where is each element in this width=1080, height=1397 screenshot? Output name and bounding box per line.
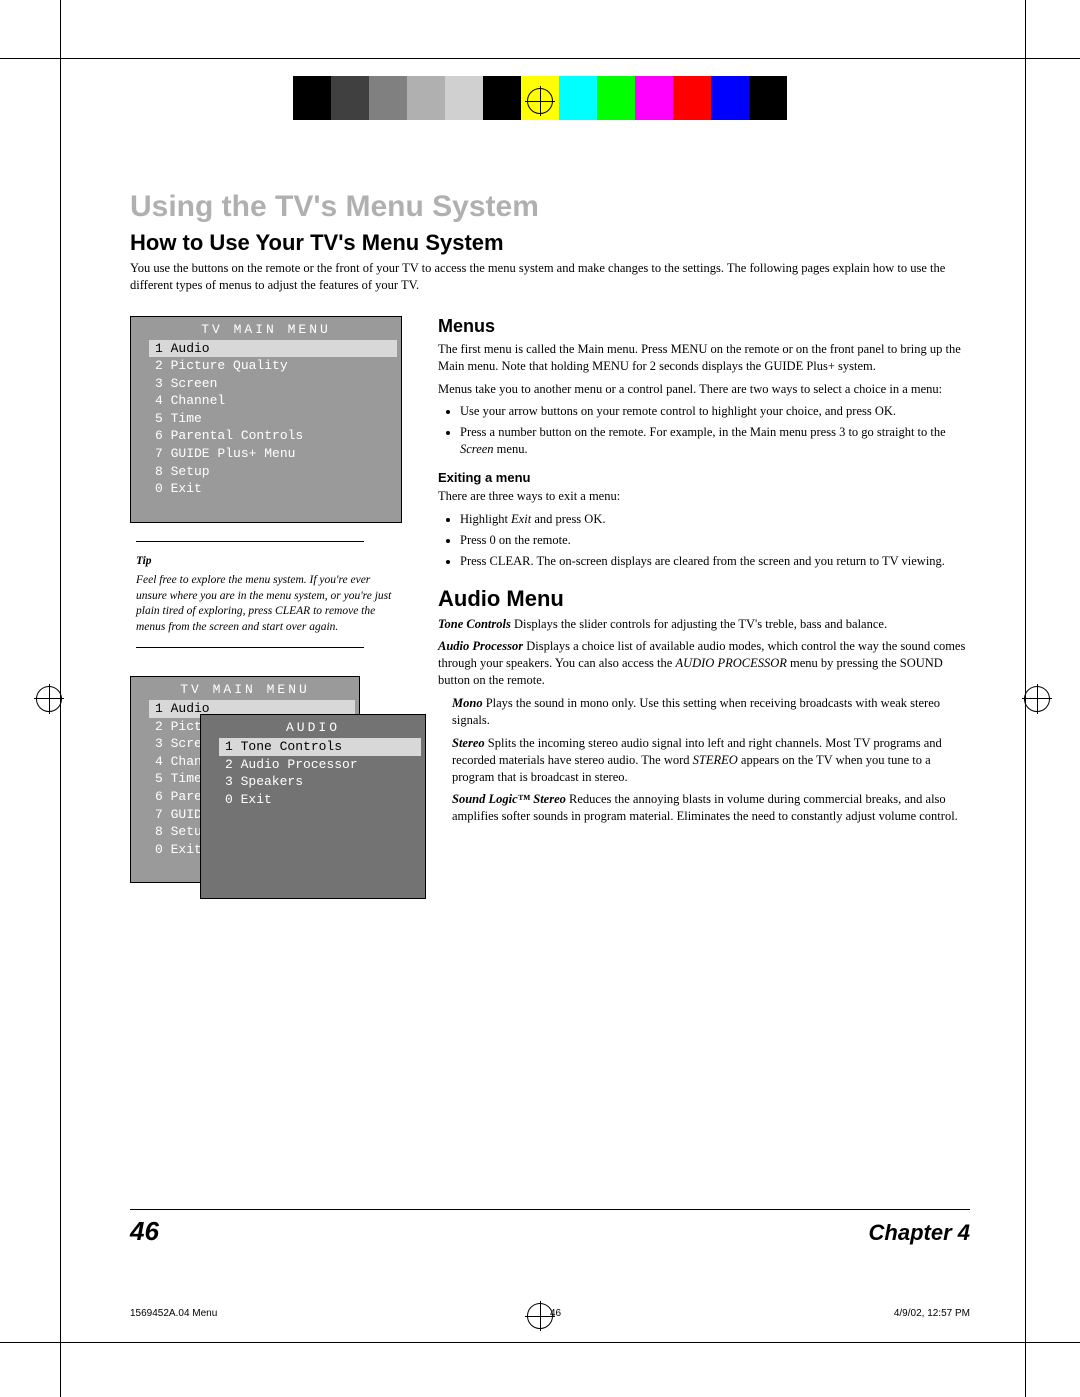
menus-heading: Menus <box>438 316 970 337</box>
color-swatch <box>483 76 521 120</box>
list-item: Press 0 on the remote. <box>460 532 970 549</box>
color-swatch <box>635 76 673 120</box>
registration-mark-icon <box>1024 686 1050 712</box>
def-sound-logic: Sound Logic™ Stereo Reduces the annoying… <box>452 791 970 825</box>
chapter-title: Using the TV's Menu System <box>130 190 970 224</box>
tv-menu-item: 0 Exit <box>225 791 411 809</box>
page-number: 46 <box>130 1216 159 1247</box>
section-title: How to Use Your TV's Menu System <box>130 230 970 256</box>
tv-menu-item: 1 Tone Controls <box>219 738 421 756</box>
color-swatch <box>331 76 369 120</box>
def-audio-processor: Audio Processor Displays a choice list o… <box>438 638 970 689</box>
list-item: Press a number button on the remote. For… <box>460 424 970 458</box>
page-footer: 46 Chapter 4 <box>130 1209 970 1247</box>
list-item: Use your arrow buttons on your remote co… <box>460 403 970 420</box>
doc-id: 1569452A.04 Menu <box>130 1308 217 1319</box>
tv-menu-title: TV MAIN MENU <box>131 317 401 340</box>
right-column: Menus The first menu is called the Main … <box>438 316 970 917</box>
color-swatch <box>559 76 597 120</box>
def-stereo: Stereo Splits the incoming stereo audio … <box>452 735 970 786</box>
color-swatch <box>749 76 787 120</box>
exiting-paragraph: There are three ways to exit a menu: <box>438 488 970 505</box>
tv-menu-item: 6 Parental Controls <box>155 427 387 445</box>
def-tone-controls: Tone Controls Displays the slider contro… <box>438 616 970 633</box>
list-item: Highlight Exit and press OK. <box>460 511 970 528</box>
color-swatch <box>673 76 711 120</box>
tv-menu-item: 3 Screen <box>155 375 387 393</box>
tv-menu-item: 1 Audio <box>149 340 397 358</box>
tv-menu-item: 5 Time <box>155 410 387 428</box>
menus-paragraph: The first menu is called the Main menu. … <box>438 341 970 375</box>
tv-menu-item: 0 Exit <box>155 480 387 498</box>
registration-mark-icon <box>36 686 62 712</box>
color-swatch <box>445 76 483 120</box>
page-content: Using the TV's Menu System How to Use Yo… <box>130 160 970 1277</box>
tip-block: Tip Feel free to explore the menu system… <box>130 541 410 649</box>
color-swatch <box>597 76 635 120</box>
left-column: TV MAIN MENU 1 Audio2 Picture Quality3 S… <box>130 316 410 917</box>
tv-audio-menu-front: AUDIO 1 Tone Controls2 Audio Processor3 … <box>200 714 426 899</box>
tv-menu-item: 3 Speakers <box>225 773 411 791</box>
exiting-heading: Exiting a menu <box>438 470 970 485</box>
print-meta-line: 1569452A.04 Menu 46 4/9/02, 12:57 PM <box>130 1308 970 1319</box>
page-num-small: 46 <box>550 1308 561 1319</box>
tv-menu-stacked-mockup: TV MAIN MENU 1 Audio2 Pictu3 Scree4 Chan… <box>130 676 410 916</box>
timestamp: 4/9/02, 12:57 PM <box>894 1308 970 1319</box>
list-item: Press CLEAR. The on-screen displays are … <box>460 553 970 570</box>
menus-bullet-list: Use your arrow buttons on your remote co… <box>438 403 970 458</box>
tv-menu-item: 8 Setup <box>155 463 387 481</box>
menus-paragraph: Menus take you to another menu or a cont… <box>438 381 970 398</box>
tv-menu-item: 2 Picture Quality <box>155 357 387 375</box>
color-swatch <box>293 76 331 120</box>
tv-menu-item: 4 Channel <box>155 392 387 410</box>
color-swatch <box>369 76 407 120</box>
chapter-label: Chapter 4 <box>869 1220 970 1246</box>
tv-menu-item: 7 GUIDE Plus+ Menu <box>155 445 387 463</box>
tv-menu-item: 2 Audio Processor <box>225 756 411 774</box>
tip-text: Feel free to explore the menu system. If… <box>136 574 391 633</box>
tv-main-menu-mockup: TV MAIN MENU 1 Audio2 Picture Quality3 S… <box>130 316 402 523</box>
intro-paragraph: You use the buttons on the remote or the… <box>130 260 970 294</box>
def-mono: Mono Plays the sound in mono only. Use t… <box>452 695 970 729</box>
audio-menu-heading: Audio Menu <box>438 586 970 612</box>
exiting-bullet-list: Highlight Exit and press OK. Press 0 on … <box>438 511 970 570</box>
color-swatch <box>711 76 749 120</box>
color-swatch <box>407 76 445 120</box>
tip-label: Tip <box>136 554 404 570</box>
registration-mark-icon <box>527 88 553 114</box>
